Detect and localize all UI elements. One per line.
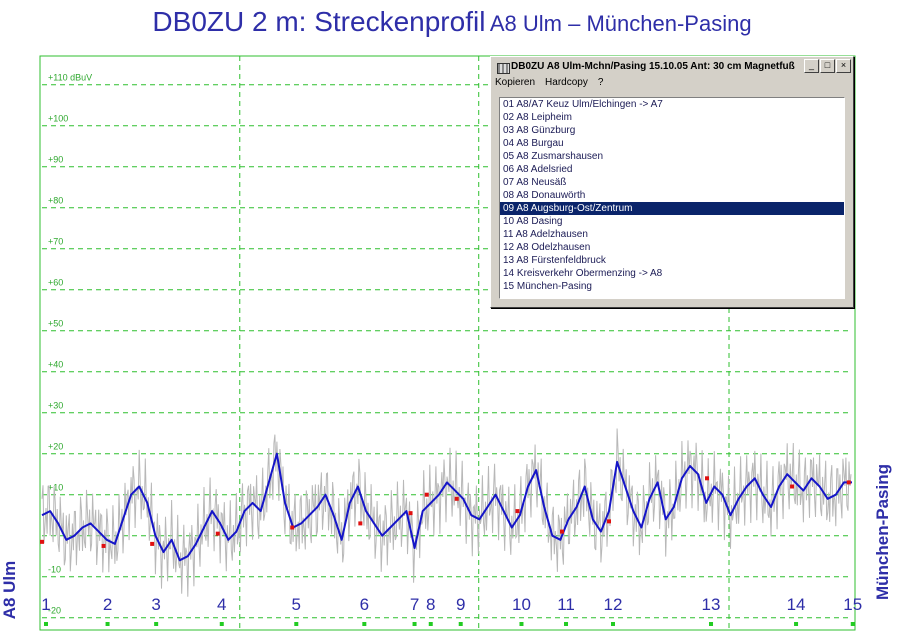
x-marker-tick: [362, 622, 367, 626]
route-list-item[interactable]: 13 A8 Fürstenfeldbruck: [503, 255, 606, 266]
menu-hardcopy[interactable]: Hardcopy: [545, 77, 588, 88]
x-marker-tick: [850, 622, 855, 626]
location-marker-point: [40, 539, 44, 544]
end-label: München-Pasing: [873, 463, 892, 600]
chart-title: DB0ZU 2 m: Streckenprofil A8 Ulm – Münch…: [0, 6, 904, 38]
route-list-item[interactable]: 10 A8 Dasing: [503, 216, 563, 227]
x-marker-tick: [105, 622, 110, 626]
route-list-item[interactable]: 02 A8 Leipheim: [503, 112, 572, 123]
x-axis-labels: 1 2 3 4 5 6 7 8 9 10 11 12 13 14 15: [41, 595, 862, 626]
route-listbox[interactable]: 01 A8/A7 Keuz Ulm/Elchingen -> A7 02 A8 L…: [499, 97, 845, 299]
x-marker-label: 1: [41, 595, 50, 614]
x-marker-tick: [709, 622, 714, 626]
route-list-item[interactable]: 09 A8 Augsburg-Ost/Zentrum: [500, 202, 844, 215]
y-tick-label: +30: [48, 401, 63, 411]
x-marker-label: 10: [512, 595, 531, 614]
x-marker-tick: [519, 622, 524, 626]
x-marker-tick: [412, 622, 417, 626]
x-marker-tick: [44, 622, 48, 626]
x-marker-label: 14: [787, 595, 806, 614]
menu-help[interactable]: ?: [597, 77, 604, 88]
route-list-item[interactable]: 05 A8 Zusmarshausen: [503, 151, 604, 162]
start-label: A8 Ulm: [0, 560, 19, 620]
title-main: DB0ZU 2 m: Streckenprofil: [152, 6, 486, 37]
location-marker-point: [290, 525, 295, 530]
x-marker-tick: [154, 622, 159, 626]
window-title-bar[interactable]: DB0ZU A8 Ulm-Mchn/Pasing 15.10.05 Ant: 3…: [493, 59, 851, 75]
route-list-item[interactable]: 08 A8 Donauwörth: [503, 190, 586, 201]
location-marker-point: [846, 480, 851, 485]
location-marker-point: [515, 509, 520, 514]
x-marker-tick: [428, 622, 433, 626]
x-marker-tick: [611, 622, 615, 626]
x-marker-tick: [564, 622, 569, 626]
raw-signal-line: [41, 428, 852, 597]
route-list-item[interactable]: 04 A8 Burgau: [503, 138, 564, 149]
route-list-item[interactable]: 14 Kreisverkehr Obermenzing -> A8: [503, 268, 663, 279]
location-marker-point: [560, 529, 565, 534]
smoothed-signal-line: [41, 452, 852, 562]
y-axis-labels: -20 -10 +10 +20 +30 +40 +50 +60 +70 +80 +90 +100 +11…: [48, 73, 92, 616]
x-marker-label: 8: [426, 595, 435, 614]
route-list-item[interactable]: 11 A8 Adelzhausen: [503, 229, 588, 240]
route-list-item[interactable]: 03 A8 Günzburg: [503, 125, 576, 136]
location-marker-point: [705, 476, 710, 481]
menu-bar: Kopieren Hardcopy ?: [495, 77, 603, 88]
route-list-item[interactable]: 12 A8 Odelzhausen: [503, 242, 591, 253]
location-marker-point: [607, 519, 611, 524]
x-marker-tick: [458, 622, 463, 626]
location-marker-point: [358, 521, 363, 526]
y-tick-label: +50: [48, 319, 63, 329]
window-app-icon: [497, 63, 510, 74]
x-marker-label: 11: [557, 595, 575, 614]
route-list-item[interactable]: 06 A8 Adelsried: [503, 164, 573, 175]
y-tick-label: +20: [48, 442, 63, 452]
x-marker-label: 3: [151, 595, 160, 614]
y-tick-label: -10: [48, 565, 61, 575]
smoothed-signal: [41, 452, 852, 562]
y-tick-label: +80: [48, 196, 63, 206]
y-tick-label: +60: [48, 278, 63, 288]
location-markers: [40, 476, 851, 548]
location-marker-point: [215, 531, 220, 536]
y-tick-label: +100: [48, 114, 68, 124]
window-controls: _ □ ×: [804, 59, 851, 73]
x-marker-label: 7: [410, 595, 419, 614]
y-tick-label: +90: [48, 155, 63, 165]
location-marker-point: [101, 543, 106, 548]
close-button[interactable]: ×: [836, 59, 851, 73]
menu-kopieren[interactable]: Kopieren: [495, 77, 536, 88]
route-list-item[interactable]: 01 A8/A7 Keuz Ulm/Elchingen -> A7: [503, 99, 663, 110]
minimize-button[interactable]: _: [804, 59, 819, 73]
x-marker-label: 15: [843, 595, 862, 614]
route-list-item[interactable]: 15 München-Pasing: [503, 281, 592, 292]
x-marker-label: 13: [702, 595, 721, 614]
y-tick-label: +10: [48, 483, 63, 493]
x-marker-tick: [219, 622, 224, 626]
route-window[interactable]: DB0ZU A8 Ulm-Mchn/Pasing 15.10.05 Ant: 3…: [490, 56, 854, 308]
x-marker-label: 12: [604, 595, 623, 614]
x-marker-label: 2: [103, 595, 112, 614]
x-marker-label: 5: [292, 595, 301, 614]
y-tick-label: +70: [48, 237, 63, 247]
x-marker-label: 9: [456, 595, 465, 614]
maximize-button[interactable]: □: [820, 59, 835, 73]
x-marker-tick: [294, 622, 299, 626]
x-marker-label: 6: [360, 595, 369, 614]
location-marker-point: [408, 511, 413, 516]
raw-signal: [41, 428, 852, 597]
location-marker-point: [424, 492, 429, 497]
location-marker-point: [454, 496, 459, 501]
y-tick-label: -20: [48, 606, 61, 616]
y-tick-label: +40: [48, 360, 63, 370]
location-marker-point: [150, 541, 155, 546]
x-marker-tick: [794, 622, 799, 626]
title-sub: A8 Ulm – München-Pasing: [489, 11, 752, 36]
y-tick-label: +110 dBuV: [48, 73, 92, 83]
window-title: DB0ZU A8 Ulm-Mchn/Pasing 15.10.05 Ant: 3…: [511, 61, 795, 72]
location-marker-point: [790, 484, 795, 489]
route-list-item[interactable]: 07 A8 Neusäß: [503, 177, 567, 188]
x-marker-label: 4: [217, 595, 226, 614]
